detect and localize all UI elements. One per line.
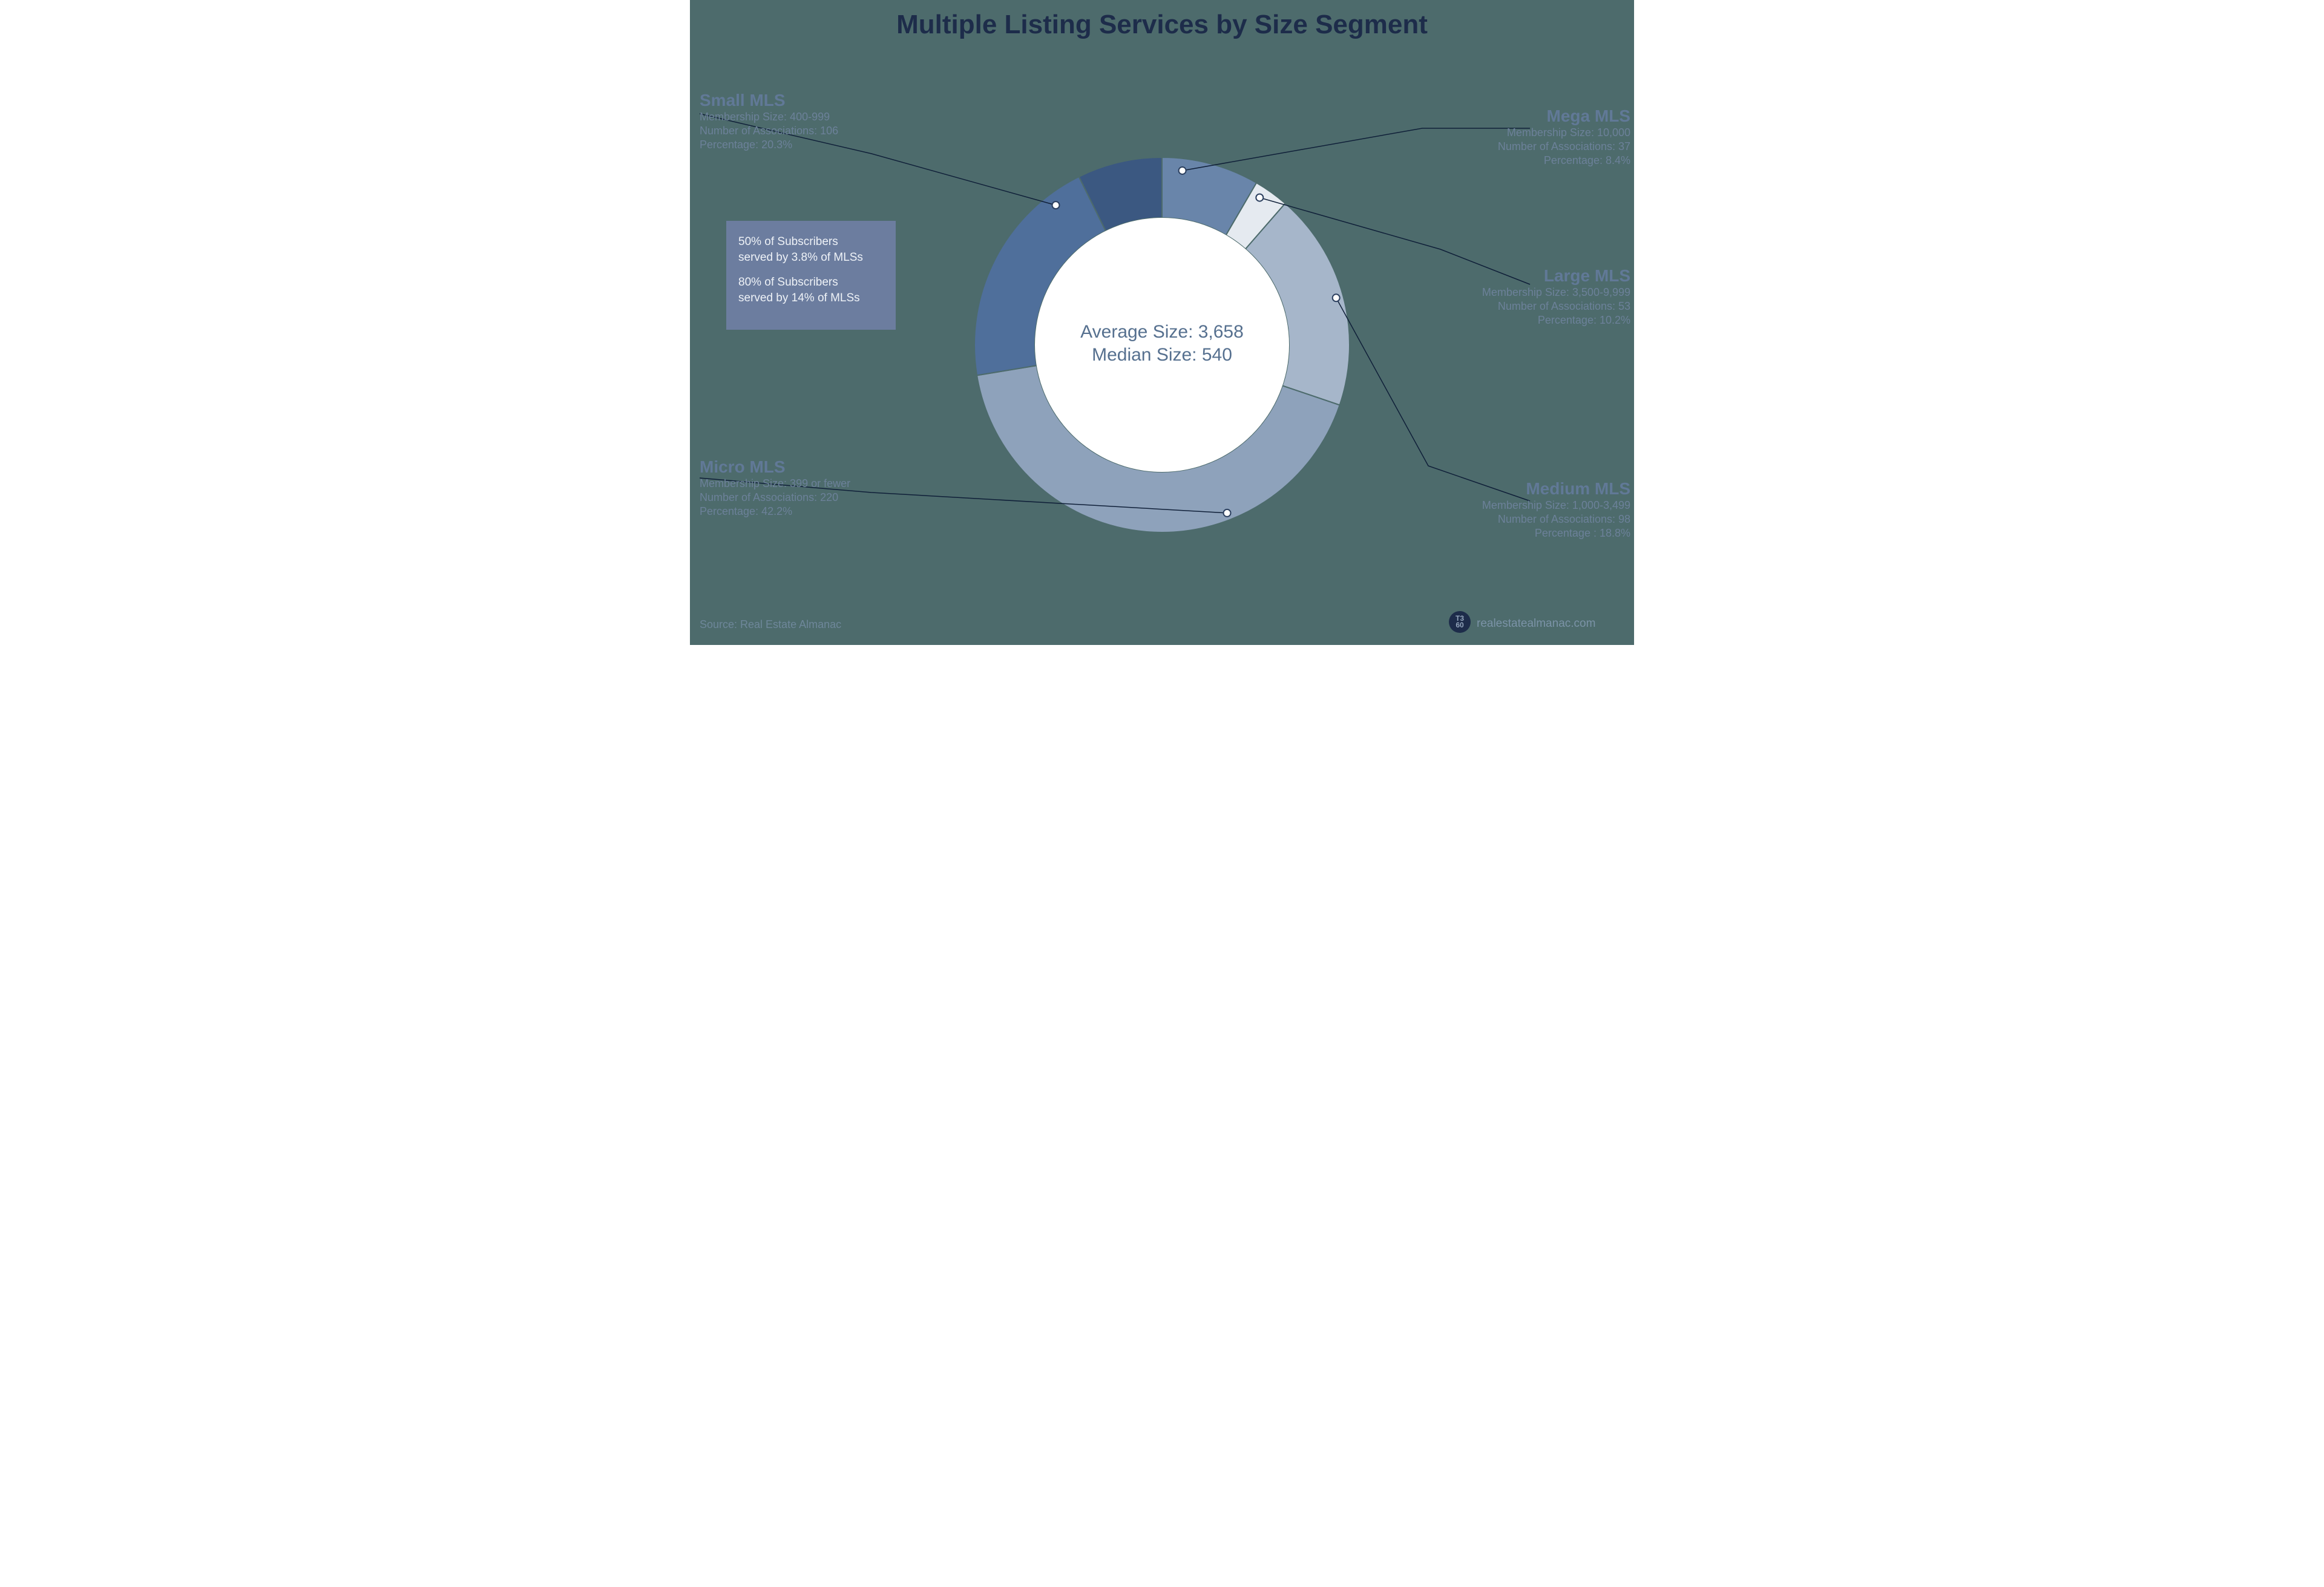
segment-label-micro: Micro MLSMembership Size: 399 or fewerNu… xyxy=(700,457,850,519)
leader-dot-large xyxy=(1256,194,1263,201)
info-line: 50% of Subscribers xyxy=(738,234,884,250)
donut-center-text: Average Size: 3,658 Median Size: 540 xyxy=(1035,321,1289,367)
segment-label-line: Percentage : 18.8% xyxy=(1482,526,1630,540)
center-median-size: Median Size: 540 xyxy=(1035,344,1289,367)
leader-dot-micro xyxy=(1224,509,1231,517)
segment-label-line: Membership Size: 399 or fewer xyxy=(700,477,850,491)
segment-label-large: Large MLSMembership Size: 3,500-9,999Num… xyxy=(1482,266,1630,327)
segment-label-line: Number of Associations: 53 xyxy=(1482,299,1630,313)
info-line: served by 14% of MLSs xyxy=(738,290,884,306)
info-line: 80% of Subscribers xyxy=(738,275,884,290)
leader-dot-medium xyxy=(1333,294,1340,301)
segment-label-line: Membership Size: 10,000 xyxy=(1498,126,1630,140)
segment-label-line: Percentage: 8.4% xyxy=(1498,154,1630,168)
leader-dot-small xyxy=(1052,201,1059,209)
segment-label-title: Micro MLS xyxy=(700,457,850,477)
subscriber-stats-box: 50% of Subscribers served by 3.8% of MLS… xyxy=(726,221,896,330)
segment-label-mega: Mega MLSMembership Size: 10,000Number of… xyxy=(1498,106,1630,168)
segment-label-medium: Medium MLSMembership Size: 1,000-3,499Nu… xyxy=(1482,479,1630,540)
leader-line-medium xyxy=(1336,298,1530,501)
source-attribution: Source: Real Estate Almanac xyxy=(700,618,841,631)
center-average-size: Average Size: 3,658 xyxy=(1035,321,1289,344)
segment-label-line: Percentage: 42.2% xyxy=(700,505,850,519)
segment-label-title: Large MLS xyxy=(1482,266,1630,286)
info-line: served by 3.8% of MLSs xyxy=(738,250,884,266)
segment-label-line: Number of Associations: 106 xyxy=(700,124,838,138)
chart-title: Multiple Listing Services by Size Segmen… xyxy=(690,10,1634,40)
segment-label-title: Small MLS xyxy=(700,91,838,110)
leader-dot-mega xyxy=(1179,167,1186,174)
segment-label-title: Mega MLS xyxy=(1498,106,1630,126)
brand-badge: T3 60 xyxy=(1449,611,1471,633)
chart-page: Multiple Listing Services by Size Segmen… xyxy=(690,0,1634,645)
segment-label-line: Number of Associations: 37 xyxy=(1498,140,1630,154)
segment-label-line: Membership Size: 1,000-3,499 xyxy=(1482,499,1630,512)
segment-label-line: Number of Associations: 220 xyxy=(700,491,850,505)
segment-label-line: Number of Associations: 98 xyxy=(1482,512,1630,526)
segment-label-line: Percentage: 20.3% xyxy=(700,138,838,152)
brand-link-text: realestatealmanac.com xyxy=(1477,617,1595,630)
segment-label-line: Membership Size: 400-999 xyxy=(700,110,838,124)
leader-line-mega xyxy=(1183,128,1530,171)
segment-label-small: Small MLSMembership Size: 400-999Number … xyxy=(700,91,838,152)
segment-label-line: Membership Size: 3,500-9,999 xyxy=(1482,286,1630,299)
segment-label-title: Medium MLS xyxy=(1482,479,1630,499)
segment-label-line: Percentage: 10.2% xyxy=(1482,313,1630,327)
